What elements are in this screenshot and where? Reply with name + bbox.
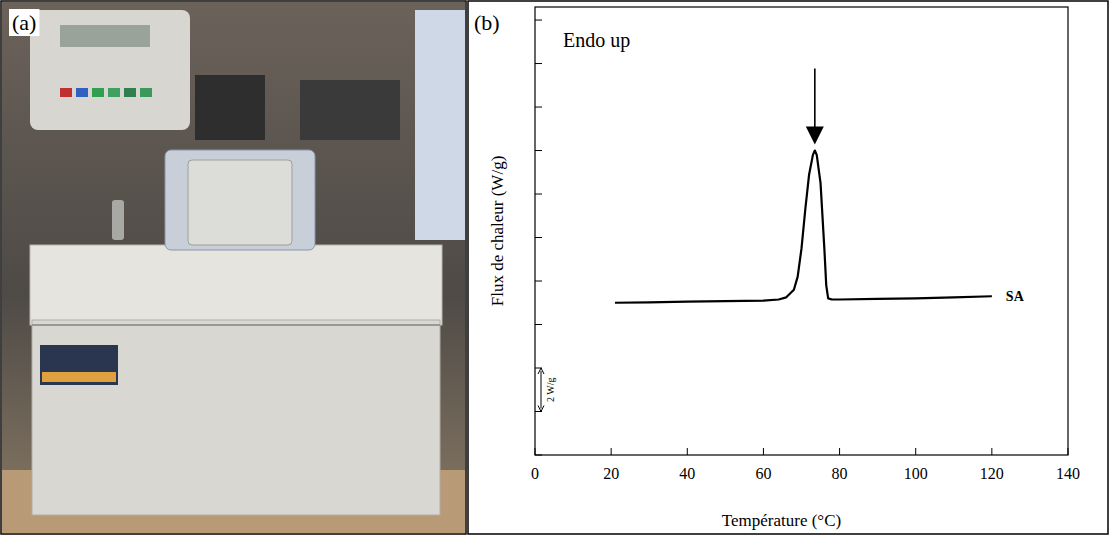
x-tick [991,448,992,455]
y-axis-title: Flux de chaleur (W/g) [488,156,507,307]
instrument-badge [40,345,118,385]
panel-label: (b) [474,10,500,35]
device-button [124,88,136,97]
y-tick [535,455,542,456]
background-box [300,80,400,140]
device-display [60,25,150,47]
background-screen [195,75,265,140]
panel-frame [1,1,466,534]
x-tick-label: 140 [1056,465,1080,482]
x-tick-label: 80 [832,465,848,482]
y-tick [535,20,542,21]
figure: (a) 0 20 40 60 80 100 120 140 Température (°C) Flu… [0,0,1110,535]
scale-bar-arrow [538,368,544,374]
peak-arrow [814,69,816,129]
photo-background [2,2,465,533]
device-button [60,88,72,97]
x-tick-label: 40 [679,465,695,482]
panel-frame [468,1,1108,534]
device-button [108,88,120,97]
panel-label-ground [9,9,39,36]
badge-stripe [42,372,116,382]
background [0,0,1110,535]
x-tick [839,448,840,455]
device-button [140,88,152,97]
y-tick [535,237,542,238]
x-tick-label: 20 [603,465,619,482]
y-tick [535,324,542,325]
peak-arrowhead [806,127,824,145]
series-label: SA [1006,289,1025,304]
annotation: Endo up [563,29,630,52]
scale-bar-label: 2 W/g [545,377,556,402]
y-tick [535,194,542,195]
instrument-lid [165,150,315,250]
series-line [615,151,992,303]
instrument-front [32,320,440,515]
x-tick-label: 0 [531,465,539,482]
device-button [92,88,104,97]
x-tick [535,448,536,455]
y-tick [535,150,542,151]
x-tick-label: 120 [980,465,1004,482]
x-tick [687,448,688,455]
x-tick [1068,448,1069,455]
lid-cover [188,160,292,245]
instrument-lever [112,200,124,240]
photo-panel: (a) [1,1,466,534]
plot-frame [535,7,1068,455]
x-tick [915,448,916,455]
x-axis-title: Température (°C) [722,511,841,530]
instrument-top [30,245,442,325]
y-tick [535,63,542,64]
data-layer [615,151,992,303]
x-tick-label: 60 [755,465,771,482]
scale-bar [541,371,542,408]
background-device [30,10,190,130]
chart-panel: 0 20 40 60 80 100 120 140 Température (°C) Flux d… [468,1,1108,534]
device-button [76,88,88,97]
y-tick [535,281,542,282]
monitor [415,10,465,240]
x-tick [611,448,612,455]
x-tick [763,448,764,455]
y-tick [535,107,542,108]
scale-bar-arrow [538,406,544,412]
x-tick-label: 100 [904,465,928,482]
instrument-edge [32,324,440,326]
panel-label: (a) [12,10,36,35]
